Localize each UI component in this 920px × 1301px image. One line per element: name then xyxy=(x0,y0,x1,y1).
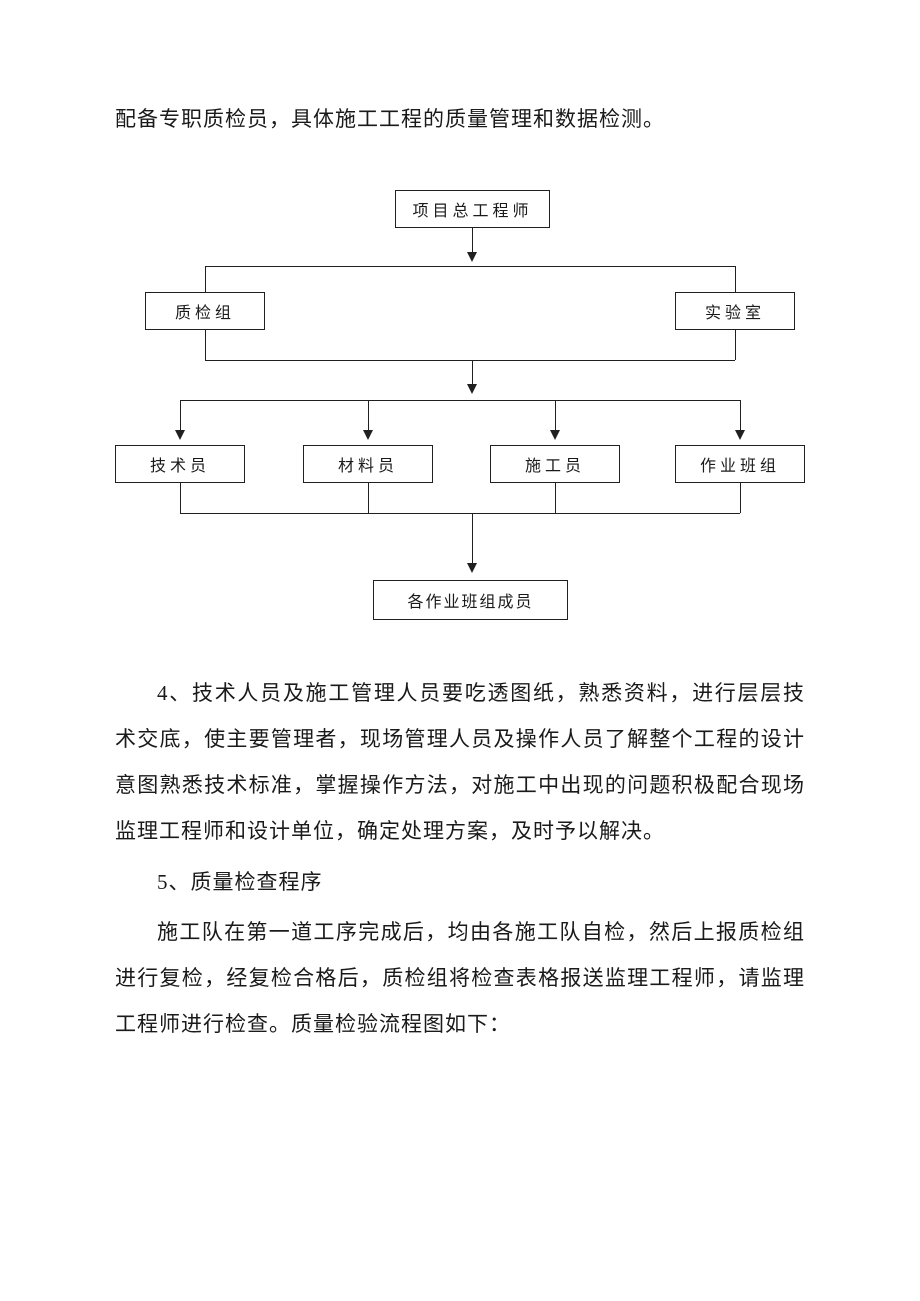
paragraph-4: 4、技术人员及施工管理人员要吃透图纸，熟悉资料，进行层层技术交底，使主要管理者，… xyxy=(115,670,805,855)
node-technician: 技术员 xyxy=(115,445,245,483)
node-qc-group: 质检组 xyxy=(145,292,265,330)
paragraph-5-title: 5、质量检查程序 xyxy=(115,859,805,905)
node-work-team: 作业班组 xyxy=(675,445,805,483)
paragraph-5-body: 施工队在第一道工序完成后，均由各施工队自检，然后上报质检组进行复检，经复检合格后… xyxy=(115,909,805,1048)
node-construction: 施工员 xyxy=(490,445,620,483)
node-chief-engineer: 项目总工程师 xyxy=(395,190,550,228)
org-flowchart: 项目总工程师 质检组 实验室 技术员 材料员 施工员 作业班组 xyxy=(115,190,805,640)
node-material: 材料员 xyxy=(303,445,433,483)
intro-text: 配备专职质检员，具体施工工程的质量管理和数据检测。 xyxy=(115,100,805,140)
node-lab: 实验室 xyxy=(675,292,795,330)
document-page: 配备专职质检员，具体施工工程的质量管理和数据检测。 项目总工程师 质检组 实验室 xyxy=(0,0,920,1111)
node-members: 各作业班组成员 xyxy=(373,580,568,620)
para4-number: 4、 xyxy=(157,681,192,705)
para4-text: 技术人员及施工管理人员要吃透图纸，熟悉资料，进行层层技术交底，使主要管理者，现场… xyxy=(115,681,805,844)
